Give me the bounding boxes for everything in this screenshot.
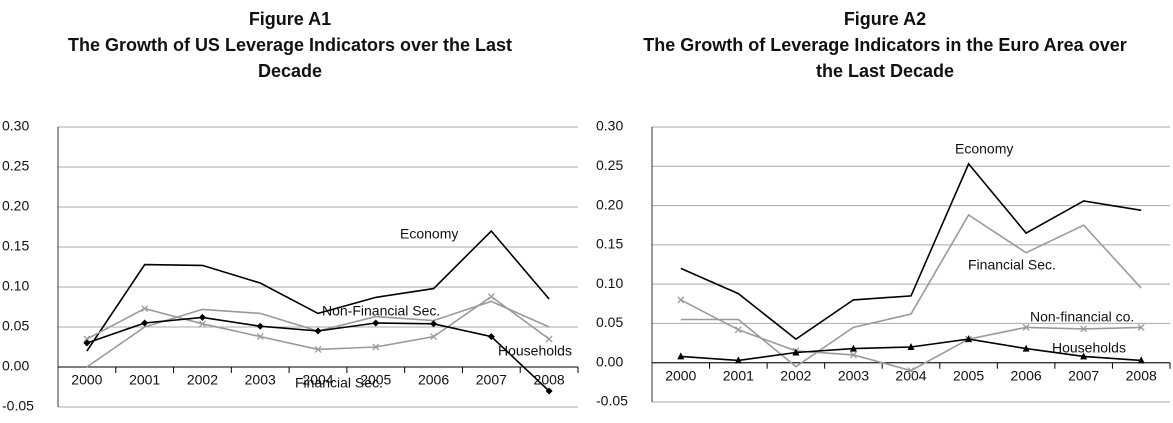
series-label: Economy bbox=[400, 226, 458, 242]
marker bbox=[734, 356, 742, 364]
x-tick-label: 2001 bbox=[723, 367, 754, 383]
marker bbox=[314, 327, 322, 335]
y-tick-label: 0.10 bbox=[2, 278, 29, 294]
x-tick-label: 2006 bbox=[418, 372, 449, 388]
marker bbox=[545, 387, 553, 395]
x-tick-label: 2004 bbox=[302, 372, 333, 388]
y-tick-label: 0.10 bbox=[596, 275, 623, 291]
marker bbox=[83, 339, 91, 347]
x-tick-label: 2005 bbox=[953, 367, 984, 383]
y-tick-label: 0.20 bbox=[596, 196, 623, 212]
marker bbox=[965, 335, 973, 343]
y-tick-label: 0.05 bbox=[596, 314, 623, 330]
marker bbox=[372, 319, 380, 327]
chart-title: Figure A2 bbox=[843, 9, 927, 29]
marker bbox=[1080, 352, 1088, 360]
x-tick-label: 2003 bbox=[245, 372, 276, 388]
y-tick-label: 0.05 bbox=[2, 318, 29, 334]
series-line bbox=[680, 162, 1142, 341]
marker bbox=[487, 293, 495, 301]
marker bbox=[198, 313, 206, 321]
marker bbox=[1022, 344, 1030, 352]
series-label: Financial Sec. bbox=[295, 375, 383, 391]
y-tick-label: 0.25 bbox=[596, 157, 623, 173]
series-label: Economy bbox=[955, 141, 1013, 157]
marker bbox=[314, 345, 322, 353]
y-tick-label: 0.15 bbox=[2, 238, 29, 254]
marker bbox=[487, 333, 495, 341]
y-tick-label: 0.15 bbox=[596, 236, 623, 252]
x-tick-label: 2002 bbox=[187, 372, 218, 388]
y-tick-label: 0.00 bbox=[2, 358, 29, 374]
x-tick-label: 2003 bbox=[838, 367, 869, 383]
x-tick-label: 2000 bbox=[71, 372, 102, 388]
series-line bbox=[680, 213, 1142, 368]
x-tick-label: 2007 bbox=[1068, 367, 1099, 383]
marker bbox=[792, 348, 800, 356]
marker bbox=[734, 326, 742, 334]
marker bbox=[849, 344, 857, 352]
y-tick-label: 0.20 bbox=[2, 198, 29, 214]
y-tick-label: 0.30 bbox=[596, 118, 623, 134]
x-tick-label: 2000 bbox=[665, 367, 696, 383]
marker bbox=[198, 320, 206, 328]
title-block: Figure A2 The Growth of Leverage Indicat… bbox=[630, 6, 1140, 84]
chart-subtitle: The Growth of US Leverage Indicators ove… bbox=[67, 35, 513, 81]
marker bbox=[849, 351, 857, 359]
marker bbox=[1137, 356, 1145, 364]
marker bbox=[907, 367, 915, 375]
marker bbox=[372, 343, 380, 351]
series-label: Households bbox=[1052, 340, 1126, 356]
marker bbox=[256, 322, 264, 330]
marker bbox=[141, 305, 149, 313]
chart-title: Figure A1 bbox=[248, 9, 332, 29]
x-tick-label: 2004 bbox=[895, 367, 926, 383]
y-tick-label: 0.25 bbox=[2, 158, 29, 174]
marker bbox=[1022, 323, 1030, 331]
y-tick-label: 0.30 bbox=[2, 118, 29, 134]
y-tick-label: -0.05 bbox=[2, 398, 34, 414]
marker bbox=[141, 319, 149, 327]
marker bbox=[83, 335, 91, 343]
x-tick-label: 2006 bbox=[1011, 367, 1042, 383]
series-label: Households bbox=[498, 343, 572, 359]
marker bbox=[907, 343, 915, 350]
marker bbox=[1137, 323, 1145, 331]
y-tick-label: 0.00 bbox=[596, 353, 623, 369]
x-tick-label: 2002 bbox=[780, 367, 811, 383]
marker bbox=[1080, 325, 1088, 333]
series-label: Non-Financial Sec. bbox=[322, 303, 440, 319]
marker bbox=[677, 296, 685, 304]
marker bbox=[677, 352, 685, 360]
marker bbox=[430, 333, 438, 341]
series-label: Financial Sec. bbox=[968, 257, 1056, 273]
x-tick-label: 2005 bbox=[360, 372, 391, 388]
x-tick-label: 2008 bbox=[1126, 367, 1157, 383]
title-block: Figure A1 The Growth of US Leverage Indi… bbox=[40, 6, 540, 84]
x-tick-label: 2007 bbox=[476, 372, 507, 388]
x-tick-label: 2001 bbox=[129, 372, 160, 388]
marker bbox=[545, 335, 553, 343]
marker bbox=[256, 333, 264, 341]
y-tick-label: -0.05 bbox=[596, 393, 628, 409]
series-line bbox=[86, 229, 550, 352]
chart-subtitle: The Growth of Leverage Indicators in the… bbox=[643, 35, 1127, 81]
marker bbox=[430, 320, 438, 328]
series-label: Non-financial co. bbox=[1030, 309, 1134, 325]
